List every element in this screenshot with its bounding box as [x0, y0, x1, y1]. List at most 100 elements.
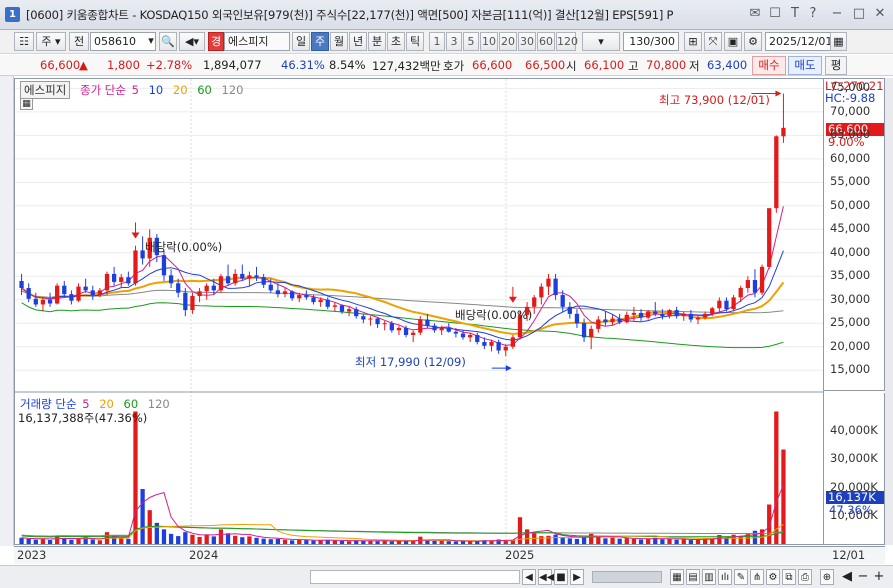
save-icon[interactable]: ▣: [724, 32, 742, 51]
interval-button-1[interactable]: 1: [429, 32, 445, 51]
interval-button-120[interactable]: 120: [556, 32, 578, 51]
date-label-last: 12/01: [832, 548, 866, 562]
interval-button-3[interactable]: 3: [446, 32, 462, 51]
volume-max-label: 16,137,388주(47.36%): [18, 411, 148, 425]
scroll-left-icon[interactable]: ◀: [522, 569, 536, 585]
volume-bar: [211, 536, 216, 544]
volume-bar: [425, 540, 430, 544]
candle-body: [731, 297, 736, 310]
speaker-icon[interactable]: ◀▾: [179, 32, 205, 51]
scroll-prev-icon[interactable]: ◀: [842, 569, 852, 584]
market-mode-select[interactable]: 주 ▾: [36, 32, 66, 51]
restore-layout-icon[interactable]: ☐: [769, 6, 781, 21]
play-icon[interactable]: ▶: [570, 569, 584, 585]
chart-type-icon[interactable]: ılı: [718, 569, 732, 585]
horizontal-scrollbar[interactable]: [310, 570, 520, 584]
candle-body: [382, 323, 387, 325]
stop-icon[interactable]: ■: [554, 569, 568, 585]
volume-bar: [19, 537, 24, 544]
prev-button[interactable]: 전: [69, 32, 89, 51]
volume-bar: [382, 540, 387, 544]
volume-bar: [617, 538, 622, 544]
print-icon[interactable]: ⎙: [798, 569, 812, 585]
code-dropdown-icon[interactable]: ▾: [148, 34, 154, 47]
layout-icon-2[interactable]: ▤: [686, 569, 700, 585]
grid-toggle-icon[interactable]: ▦: [20, 98, 33, 110]
volume-bar: [553, 534, 558, 544]
zoom-out-icon[interactable]: −: [857, 569, 869, 584]
interval-button-5[interactable]: 5: [463, 32, 479, 51]
minimize-button[interactable]: −: [831, 6, 843, 21]
period-button-1[interactable]: 주: [311, 32, 329, 51]
help-icon[interactable]: ?: [809, 6, 817, 21]
date-input[interactable]: 2025/12/01: [765, 32, 832, 51]
volume-legend: 거래량 단순 5 20 60 120: [20, 396, 176, 412]
candle-body: [439, 327, 444, 331]
compare-icon[interactable]: ⤧: [704, 32, 722, 51]
ma120-label: 120: [221, 83, 244, 97]
chart-canvas[interactable]: [15, 79, 823, 544]
period-button-0[interactable]: 일: [292, 32, 310, 51]
volume-bar: [261, 538, 266, 544]
candle-body: [411, 332, 416, 335]
interval-button-20[interactable]: 20: [499, 32, 517, 51]
period-button-6[interactable]: 틱: [406, 32, 424, 51]
search-icon[interactable]: 🔍: [159, 32, 177, 51]
price-axis-label: 30,000: [830, 291, 871, 306]
magnet-icon[interactable]: ⋔: [750, 569, 764, 585]
chart-frame[interactable]: [14, 78, 824, 545]
evaluate-button[interactable]: 평: [825, 56, 847, 75]
volume-bar: [411, 541, 416, 544]
price-legend-title: 종가 단순: [79, 83, 126, 97]
period-button-4[interactable]: 분: [368, 32, 386, 51]
volume-bar: [603, 538, 608, 544]
stock-code-input[interactable]: 058610: [90, 32, 156, 51]
zoom-fit-icon[interactable]: ⊕: [820, 569, 834, 585]
period-button-5[interactable]: 초: [387, 32, 405, 51]
candle-body: [318, 299, 323, 303]
interval-button-10[interactable]: 10: [480, 32, 498, 51]
volume-bar: [403, 540, 409, 544]
price-legend: 에스피지 종가 단순 5 10 20 60 120: [20, 81, 249, 99]
text-icon[interactable]: T: [791, 6, 799, 21]
zoom-in-icon[interactable]: +: [873, 569, 885, 584]
trade-value: 127,432백만: [372, 59, 441, 73]
period-button-2[interactable]: 월: [330, 32, 348, 51]
candle-body: [702, 313, 708, 318]
price-axis-label: 55,000: [830, 174, 871, 189]
speed-slider[interactable]: [592, 571, 662, 583]
bar-count-input[interactable]: 130/300: [623, 32, 679, 51]
date-label-2025: 2025: [505, 548, 535, 562]
period-button-3[interactable]: 년: [349, 32, 367, 51]
bottom-settings-icon[interactable]: ⚙: [766, 569, 780, 585]
buy-button[interactable]: 매수: [752, 56, 786, 75]
stock-tab[interactable]: 에스피지: [20, 81, 71, 99]
volume-bar: [581, 537, 587, 544]
current-price: 66,600: [40, 58, 81, 72]
price-axis-label: 65,000: [830, 127, 871, 142]
interval-select[interactable]: ▾: [582, 32, 620, 51]
right-scrollbar[interactable]: [885, 78, 893, 545]
title-bar: 1 [0600] 키움종합차트 - KOSDAQ150 외국인보유[979(천)…: [0, 0, 893, 30]
sell-button[interactable]: 매도: [788, 56, 822, 75]
add-indicator-icon[interactable]: ⊞: [684, 32, 702, 51]
interval-button-30[interactable]: 30: [518, 32, 536, 51]
close-button[interactable]: ✕: [874, 6, 886, 21]
copy-icon[interactable]: ⧉: [782, 569, 796, 585]
candle-body: [161, 255, 167, 276]
settings-gear-icon[interactable]: ⚙: [744, 32, 762, 51]
candle-body: [496, 342, 501, 351]
calendar-icon[interactable]: ▦: [830, 32, 847, 51]
interval-button-60[interactable]: 60: [537, 32, 555, 51]
chart-menu-icon[interactable]: ☷: [14, 32, 34, 51]
maximize-button[interactable]: □: [852, 6, 866, 21]
vma20-label: 20: [99, 397, 114, 411]
volume-bar: [55, 536, 60, 544]
layout-icon-1[interactable]: ▦: [670, 569, 684, 585]
mail-icon[interactable]: ✉: [749, 6, 761, 21]
rewind-icon[interactable]: ◀◀: [538, 569, 554, 585]
volume-bar: [69, 539, 74, 544]
layout-icon-3[interactable]: ▥: [702, 569, 716, 585]
crosshair-icon[interactable]: ✎: [734, 569, 748, 585]
last-percent-label: 9.00%: [828, 135, 865, 149]
